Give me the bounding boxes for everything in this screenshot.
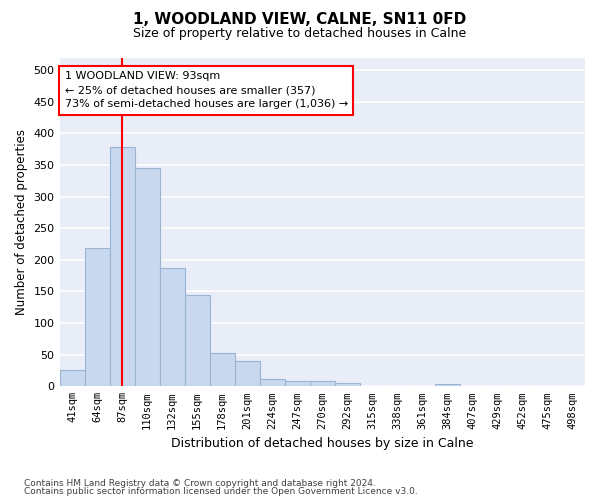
Bar bbox=[59, 370, 85, 386]
Bar bbox=[235, 361, 260, 386]
Bar bbox=[85, 248, 110, 386]
Bar bbox=[335, 383, 360, 386]
Bar bbox=[134, 168, 160, 386]
Text: Contains public sector information licensed under the Open Government Licence v3: Contains public sector information licen… bbox=[24, 488, 418, 496]
Bar bbox=[110, 148, 134, 386]
Bar bbox=[310, 380, 335, 386]
Bar bbox=[209, 353, 235, 386]
Bar bbox=[435, 384, 460, 386]
X-axis label: Distribution of detached houses by size in Calne: Distribution of detached houses by size … bbox=[171, 437, 473, 450]
Text: Size of property relative to detached houses in Calne: Size of property relative to detached ho… bbox=[133, 28, 467, 40]
Bar bbox=[260, 378, 285, 386]
Text: 1 WOODLAND VIEW: 93sqm
← 25% of detached houses are smaller (357)
73% of semi-de: 1 WOODLAND VIEW: 93sqm ← 25% of detached… bbox=[65, 72, 348, 110]
Bar bbox=[160, 268, 185, 386]
Text: Contains HM Land Registry data © Crown copyright and database right 2024.: Contains HM Land Registry data © Crown c… bbox=[24, 478, 376, 488]
Y-axis label: Number of detached properties: Number of detached properties bbox=[15, 129, 28, 315]
Bar bbox=[285, 380, 310, 386]
Text: 1, WOODLAND VIEW, CALNE, SN11 0FD: 1, WOODLAND VIEW, CALNE, SN11 0FD bbox=[133, 12, 467, 28]
Bar bbox=[185, 294, 209, 386]
